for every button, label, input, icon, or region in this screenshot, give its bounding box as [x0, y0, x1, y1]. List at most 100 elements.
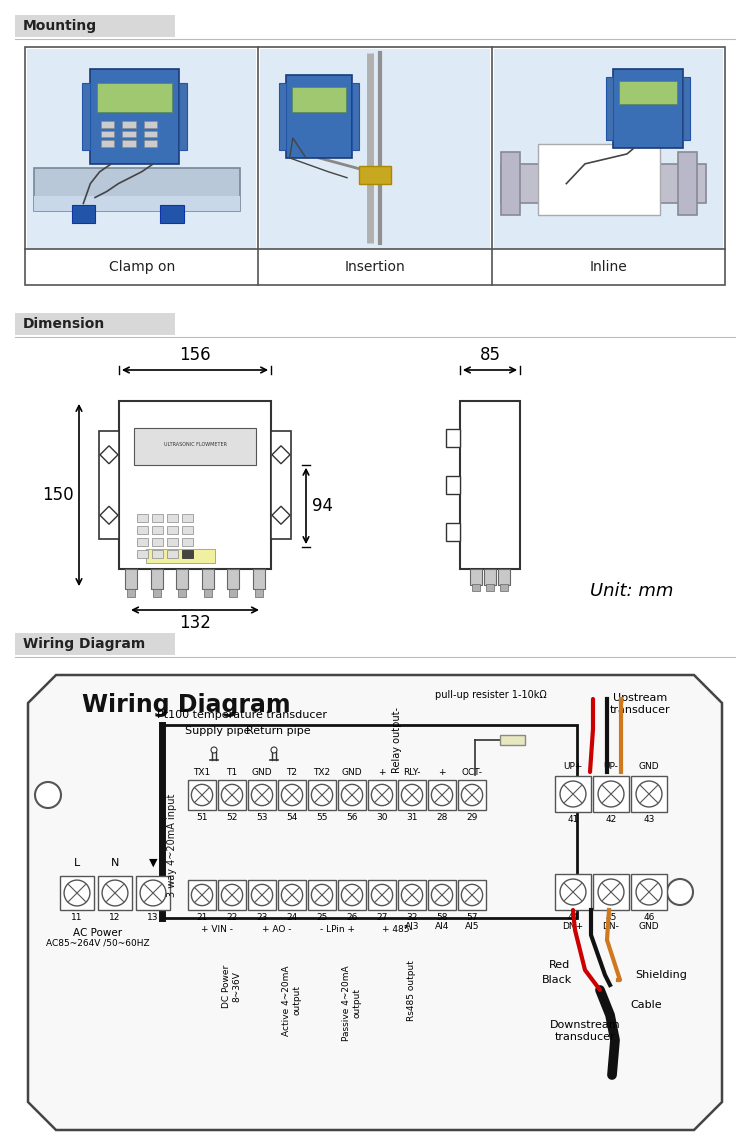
- Bar: [555, 874, 591, 910]
- Bar: [182, 550, 194, 558]
- Circle shape: [341, 784, 363, 806]
- Bar: [125, 569, 137, 589]
- Bar: [619, 80, 677, 104]
- Text: 54: 54: [286, 813, 298, 822]
- Text: +: +: [438, 768, 446, 777]
- Bar: [278, 780, 306, 810]
- Bar: [143, 131, 157, 137]
- Text: 31: 31: [406, 813, 418, 822]
- Bar: [500, 735, 525, 745]
- Bar: [278, 881, 306, 910]
- Bar: [446, 429, 460, 447]
- Bar: [134, 428, 256, 465]
- Bar: [137, 514, 148, 522]
- Bar: [152, 526, 164, 534]
- Text: 45: 45: [605, 913, 616, 922]
- Text: OCT-: OCT-: [461, 768, 482, 777]
- Text: 53: 53: [256, 813, 268, 822]
- Text: + 485-: + 485-: [382, 925, 412, 934]
- Circle shape: [431, 784, 453, 806]
- Text: UP+: UP+: [563, 763, 583, 771]
- Bar: [101, 121, 114, 128]
- Circle shape: [560, 879, 586, 905]
- Bar: [458, 881, 486, 910]
- Text: AI3: AI3: [405, 922, 419, 931]
- Text: 30: 30: [376, 813, 388, 822]
- Text: AI4: AI4: [435, 922, 449, 931]
- Bar: [152, 550, 164, 558]
- Text: GND: GND: [342, 768, 362, 777]
- Polygon shape: [100, 506, 118, 524]
- Text: T2: T2: [286, 768, 298, 777]
- Circle shape: [191, 784, 213, 806]
- Text: Upstream
transducer: Upstream transducer: [610, 694, 670, 714]
- Text: 13: 13: [147, 913, 159, 922]
- Bar: [34, 168, 240, 212]
- Bar: [98, 876, 132, 910]
- Bar: [494, 49, 723, 248]
- Text: 3 way 4~20mA input: 3 way 4~20mA input: [167, 793, 177, 897]
- Text: AC85~264V /50~60HZ: AC85~264V /50~60HZ: [46, 938, 150, 947]
- Circle shape: [191, 884, 213, 906]
- Text: 22: 22: [226, 913, 238, 922]
- Circle shape: [311, 884, 333, 906]
- Text: Black: Black: [542, 976, 572, 985]
- Text: 32: 32: [406, 913, 418, 922]
- Circle shape: [140, 881, 166, 906]
- Bar: [137, 526, 148, 534]
- Text: AC Power: AC Power: [74, 927, 122, 938]
- Bar: [182, 526, 194, 534]
- Bar: [308, 780, 336, 810]
- Bar: [98, 84, 172, 111]
- Bar: [460, 401, 520, 569]
- Circle shape: [251, 784, 273, 806]
- Bar: [606, 77, 613, 140]
- Bar: [188, 780, 216, 810]
- Circle shape: [636, 781, 662, 807]
- Bar: [593, 874, 629, 910]
- Circle shape: [211, 747, 217, 753]
- Text: 23: 23: [256, 913, 268, 922]
- Text: Downstream
transducer: Downstream transducer: [550, 1020, 620, 1042]
- Text: Mounting: Mounting: [23, 19, 98, 33]
- Bar: [146, 548, 214, 563]
- Polygon shape: [272, 506, 290, 524]
- Circle shape: [35, 782, 61, 808]
- Text: pull-up resister 1-10kΩ: pull-up resister 1-10kΩ: [435, 690, 547, 700]
- Text: Supply pipe: Supply pipe: [185, 726, 250, 736]
- Bar: [398, 881, 426, 910]
- Text: 94: 94: [312, 497, 333, 515]
- Bar: [446, 476, 460, 493]
- Circle shape: [221, 784, 243, 806]
- Text: 56: 56: [346, 813, 358, 822]
- Circle shape: [667, 879, 693, 905]
- Bar: [486, 584, 494, 591]
- Text: Red: Red: [549, 960, 570, 970]
- Circle shape: [281, 884, 303, 906]
- Bar: [25, 47, 725, 285]
- Bar: [271, 432, 291, 539]
- Bar: [538, 144, 660, 215]
- Text: ▼: ▼: [148, 858, 158, 868]
- Bar: [501, 164, 706, 204]
- Text: 27: 27: [376, 913, 388, 922]
- Text: Wiring Diagram: Wiring Diagram: [82, 693, 291, 717]
- Bar: [188, 881, 216, 910]
- Text: N: N: [111, 858, 119, 868]
- Bar: [167, 514, 178, 522]
- Text: 42: 42: [605, 815, 616, 824]
- Text: 132: 132: [179, 614, 211, 632]
- Bar: [167, 550, 178, 558]
- Bar: [253, 569, 265, 589]
- Circle shape: [281, 784, 303, 806]
- Text: 55: 55: [316, 813, 328, 822]
- Text: Clamp on: Clamp on: [109, 260, 175, 274]
- Circle shape: [102, 881, 128, 906]
- Text: + AO -: + AO -: [262, 925, 292, 934]
- Text: TX2: TX2: [314, 768, 331, 777]
- Bar: [160, 205, 184, 223]
- Circle shape: [64, 881, 90, 906]
- Text: Wiring Diagram: Wiring Diagram: [23, 637, 146, 652]
- Text: Return pipe: Return pipe: [246, 726, 310, 736]
- Text: 58: 58: [436, 913, 448, 922]
